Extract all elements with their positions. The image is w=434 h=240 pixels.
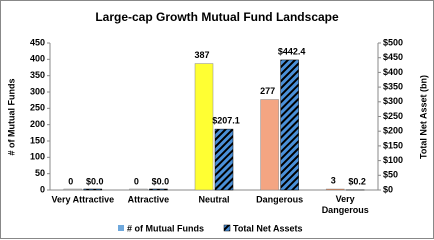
y-axis-title: # of Mutual Funds [6,79,16,156]
data-label: $442.4 [278,46,306,56]
data-label: $0.0 [86,176,104,186]
y-tick-label: 250 [30,103,45,113]
y2-tick-label: $150 [383,140,403,150]
y-tick-label: 300 [30,86,45,96]
y2-tick-label: $500 [383,37,403,47]
data-label: 387 [194,50,209,60]
bar [280,59,299,191]
y-tick-label: 0 [40,184,45,194]
data-label: $0.0 [152,176,170,186]
x-tick-label: Dangerous [256,194,303,204]
y2-tick-label: $50 [383,170,398,180]
bar [149,188,168,191]
chart-title: Large-cap Growth Mutual Fund Landscape [95,10,339,24]
legend-label: Total Net Assets [233,223,303,233]
data-label: 277 [260,86,275,96]
y-tick-label: 150 [30,135,45,145]
data-label: 3 [331,175,336,185]
bar [214,128,234,191]
x-tick-label: Attractive [128,194,170,204]
y-tick-label: 450 [30,37,45,47]
data-label: $0.2 [348,176,366,186]
x-tick-label: Very Dangerous [322,194,369,215]
x-tick-label: Neutral [198,194,229,204]
y2-tick-label: $0 [383,184,393,194]
legend-label: # of Mutual Funds [127,223,204,233]
data-label: 0 [68,176,73,186]
bar [260,99,279,191]
bar [325,188,345,191]
y-tick-label: 400 [30,54,45,64]
y2-tick-label: $350 [383,81,403,91]
y2-tick-label: $450 [383,52,403,62]
y2-axis-title: Total Net Asset (bn) [418,75,428,159]
y-tick-label: 50 [35,168,45,178]
y-tick-label: 100 [30,152,45,162]
legend-swatch [223,224,231,232]
y2-tick-label: $200 [383,126,403,136]
data-label: $207.1 [212,115,240,125]
y2-tick-label: $400 [383,67,403,77]
bar [194,63,214,191]
legend-swatch [118,225,124,231]
y-tick-label: 200 [30,119,45,129]
y2-tick-label: $100 [383,155,403,165]
bar [83,188,103,191]
y-tick-label: 350 [30,70,45,80]
y2-tick-label: $300 [383,96,403,106]
bar [129,188,148,191]
data-label: 0 [134,176,139,186]
y2-tick-label: $250 [383,111,403,121]
x-tick-label: Very Attractive [51,194,114,204]
bar [63,188,83,191]
